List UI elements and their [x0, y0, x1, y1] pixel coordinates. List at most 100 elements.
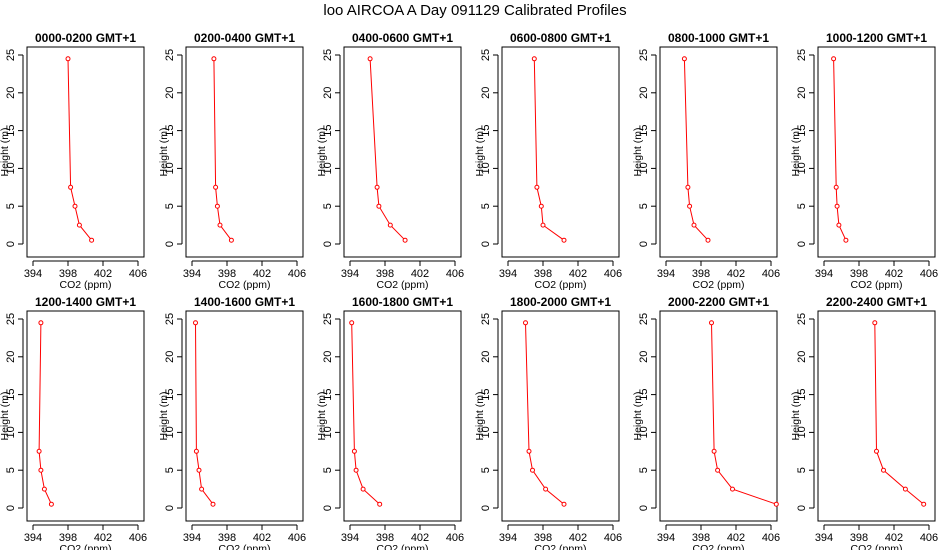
panel-12-y-tick-label: 15	[796, 388, 808, 400]
panel-9-x-tick-label: 406	[446, 532, 464, 544]
panel-3-data-point	[387, 222, 393, 228]
panel-9-y-tick-label: 0	[322, 505, 334, 511]
panel-4-profile-line	[533, 58, 565, 241]
panel-2-y-tick-label: 10	[164, 162, 176, 174]
panel-10-data-point	[561, 501, 567, 507]
panel-7-x-axis-label: CO2 (ppm)	[60, 543, 112, 550]
panel-9-y-axis-label: Height (m)	[316, 391, 328, 440]
panel-1-frame	[26, 46, 145, 258]
panel-9-y-tick-label: 5	[322, 467, 334, 473]
panel-12-title: 2200-2400 GMT+1	[826, 295, 927, 309]
panel-7-data-point	[48, 501, 54, 507]
panel-7-y-tick-label: 20	[5, 351, 17, 363]
panel-3-x-tick-label: 402	[411, 268, 429, 280]
panel-11-y-tick-label: 20	[638, 351, 650, 363]
panel-4-y-tick-label: 10	[480, 162, 492, 174]
panel-11-x-tick-label: 398	[692, 532, 710, 544]
panel-5-data-point	[685, 184, 691, 190]
panel-1-data-point	[76, 222, 82, 228]
panel-3-x-axis-label: CO2 (ppm)	[377, 279, 429, 291]
panel-7-data-point	[38, 320, 44, 326]
panel-9-x-tick-label: 402	[411, 532, 429, 544]
panel-7-profile-line	[38, 322, 52, 505]
panel-7-y-tick-label: 25	[5, 313, 17, 325]
panel-12-x-axis-label: CO2 (ppm)	[851, 543, 903, 550]
panel-9-y-tick-label: 10	[322, 426, 334, 438]
panel-12-data-point	[902, 486, 908, 492]
panel-1-profile-line	[67, 58, 92, 241]
panel-1-y-axis-label: Height (m)	[0, 127, 11, 176]
panel-10-y-tick-label: 25	[480, 313, 492, 325]
panel-7-y-tick-label: 15	[5, 388, 17, 400]
panel-5-title: 0800-1000 GMT+1	[668, 31, 769, 45]
panel-8-data-point	[193, 448, 199, 454]
panel-3-x-tick-label: 394	[341, 268, 359, 280]
panel-4-y-axis-label: Height (m)	[474, 127, 486, 176]
panel-12-x-tick-label: 394	[815, 532, 833, 544]
panel-5-y-tick-label: 25	[638, 49, 650, 61]
panel-12-y-tick-label: 5	[796, 467, 808, 473]
panel-11-title: 2000-2200 GMT+1	[668, 295, 769, 309]
panel-5-x-tick-label: 398	[692, 268, 710, 280]
panel-2-profile-line	[213, 58, 232, 241]
panel-6-frame	[817, 46, 936, 258]
panel-7-y-tick-label: 0	[5, 505, 17, 511]
panel-6-y-tick-label: 15	[796, 124, 808, 136]
panel-5-x-tick-label: 406	[762, 268, 780, 280]
panel-3-title: 0400-0600 GMT+1	[352, 31, 453, 45]
panel-12-frame	[817, 310, 936, 522]
panel-11-y-tick-label: 5	[638, 467, 650, 473]
panel-12-x-tick-label: 402	[885, 532, 903, 544]
panel-6-y-tick-label: 20	[796, 87, 808, 99]
panel-4-frame	[501, 46, 620, 258]
panel-10-x-axis-label: CO2 (ppm)	[535, 543, 587, 550]
panel-5-frame	[659, 46, 778, 258]
panel-2-data-point	[213, 184, 219, 190]
panel-4-y-tick-label: 5	[480, 203, 492, 209]
panel-6-x-tick-label: 398	[850, 268, 868, 280]
panel-3-data-point	[376, 203, 382, 209]
panel-2-x-tick-label: 406	[288, 268, 306, 280]
panel-4-title: 0600-0800 GMT+1	[510, 31, 611, 45]
panel-12-data-point	[872, 320, 878, 326]
panel-1-x-tick-label: 406	[129, 268, 147, 280]
panel-11-x-tick-label: 402	[727, 532, 745, 544]
panel-11-data-point	[730, 486, 735, 492]
panel-1-x-tick-label: 402	[94, 268, 112, 280]
panel-3-y-tick-label: 5	[322, 203, 334, 209]
panel-6-x-tick-label: 402	[885, 268, 903, 280]
panel-5-y-tick-label: 5	[638, 203, 650, 209]
panel-2-x-tick-label: 394	[183, 268, 201, 280]
panel-12-x-tick-label: 398	[850, 532, 868, 544]
panel-2-y-tick-label: 5	[164, 203, 176, 209]
panel-5-data-point	[691, 222, 697, 228]
panel-3-x-tick-label: 406	[446, 268, 464, 280]
panel-2-y-axis-label: Height (m)	[158, 127, 170, 176]
panel-5-data-point	[687, 203, 693, 209]
panel-11-frame	[659, 310, 778, 522]
panel-6-x-axis-label: CO2 (ppm)	[851, 279, 903, 291]
panel-10-profile-line	[525, 322, 565, 505]
panel-9-y-tick-label: 15	[322, 388, 334, 400]
panel-4-data-point	[561, 237, 567, 243]
panel-7-data-point	[38, 467, 44, 473]
panel-12-data-point	[921, 501, 927, 507]
panel-2-frame	[185, 46, 304, 258]
panel-7-x-tick-label: 406	[129, 532, 147, 544]
panel-12-data-point	[874, 448, 879, 454]
panel-10-data-point	[523, 320, 528, 326]
panel-6-y-tick-label: 0	[796, 241, 808, 247]
panel-8-frame	[185, 310, 304, 522]
panel-9-profile-line	[351, 322, 381, 505]
panel-5-y-axis-label: Height (m)	[632, 127, 644, 176]
panel-3-y-tick-label: 25	[322, 49, 334, 61]
panel-1-data-point	[68, 184, 74, 190]
panel-10-y-tick-label: 20	[480, 351, 492, 363]
panel-8-x-tick-label: 394	[183, 532, 201, 544]
panel-3-y-tick-label: 20	[322, 87, 334, 99]
panel-7-data-point	[41, 486, 47, 492]
panel-5-x-tick-label: 394	[657, 268, 675, 280]
panel-10-data-point	[530, 467, 535, 473]
panel-12-x-tick-label: 406	[920, 532, 938, 544]
